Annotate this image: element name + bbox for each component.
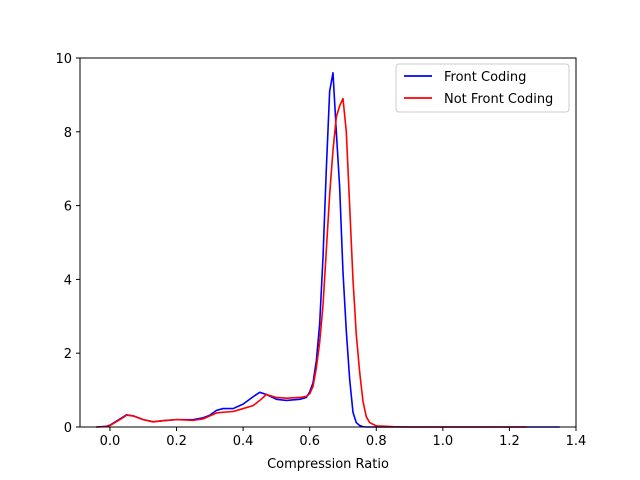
y-axis: 0 2 4 6 8 10 xyxy=(55,52,80,436)
x-tick-label: 1.2 xyxy=(499,434,520,449)
x-tick-label: 1.0 xyxy=(433,434,454,449)
x-tick-label: 1.4 xyxy=(566,434,587,449)
series-layer xyxy=(95,71,561,428)
legend-label: Not Front Coding xyxy=(444,92,553,107)
legend-box xyxy=(395,63,570,113)
y-tick-label: 2 xyxy=(64,347,72,362)
y-tick-label: 10 xyxy=(55,52,72,67)
y-tick-label: 4 xyxy=(64,273,72,288)
plot-frame xyxy=(79,57,577,428)
series-line-0 xyxy=(95,71,561,428)
legend: Front Coding Not Front Coding xyxy=(395,63,570,113)
x-tick-label: 0.2 xyxy=(166,434,187,449)
legend-label: Front Coding xyxy=(444,70,526,85)
x-tick-label: 0.6 xyxy=(299,434,320,449)
x-tick-label: 0.0 xyxy=(100,434,121,449)
x-tick-label: 0.8 xyxy=(366,434,387,449)
x-axis-label: Compression Ratio xyxy=(267,457,389,472)
x-axis: 0.0 0.2 0.4 0.6 0.8 1.0 1.2 1.4 xyxy=(100,427,587,449)
y-tick-label: 8 xyxy=(64,126,72,141)
y-tick-label: 6 xyxy=(64,200,72,215)
x-tick-label: 0.4 xyxy=(233,434,254,449)
y-tick-label: 0 xyxy=(64,421,72,436)
series-line-1 xyxy=(95,97,527,428)
